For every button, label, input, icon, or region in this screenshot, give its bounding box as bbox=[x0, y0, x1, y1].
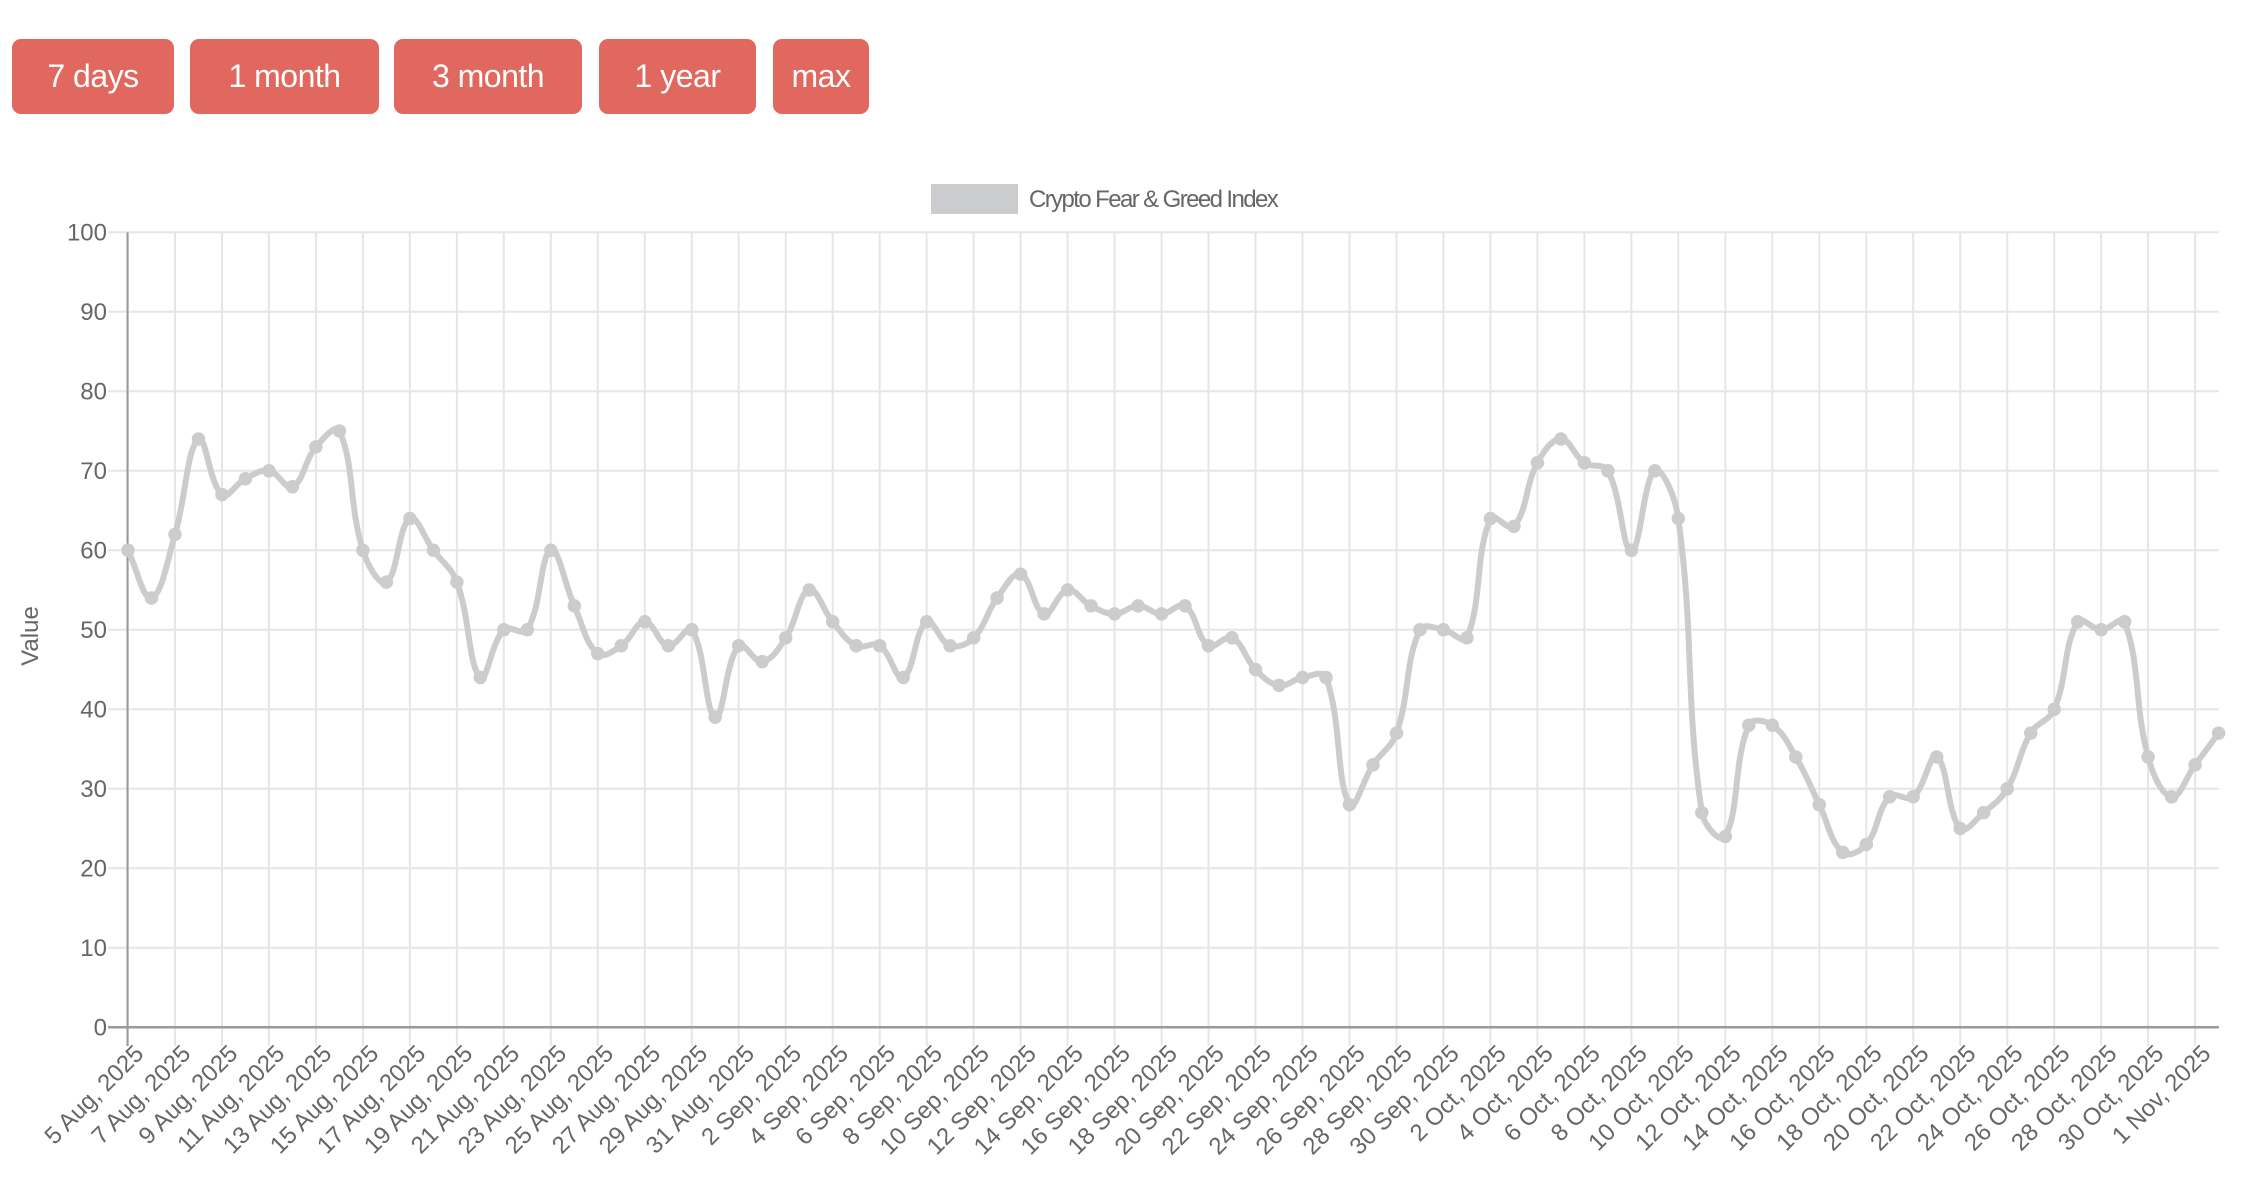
svg-text:60: 60 bbox=[80, 537, 107, 564]
svg-text:90: 90 bbox=[80, 299, 107, 326]
svg-text:100: 100 bbox=[67, 219, 107, 246]
svg-text:Crypto Fear & Greed Index: Crypto Fear & Greed Index bbox=[1029, 186, 1279, 213]
svg-text:50: 50 bbox=[80, 617, 107, 644]
svg-text:20: 20 bbox=[80, 855, 107, 882]
svg-text:80: 80 bbox=[80, 378, 107, 405]
svg-text:40: 40 bbox=[80, 696, 107, 723]
svg-text:Value: Value bbox=[17, 606, 44, 666]
svg-text:10: 10 bbox=[80, 935, 107, 962]
svg-text:70: 70 bbox=[80, 458, 107, 485]
svg-text:0: 0 bbox=[94, 1014, 107, 1041]
svg-text:30: 30 bbox=[80, 776, 107, 803]
